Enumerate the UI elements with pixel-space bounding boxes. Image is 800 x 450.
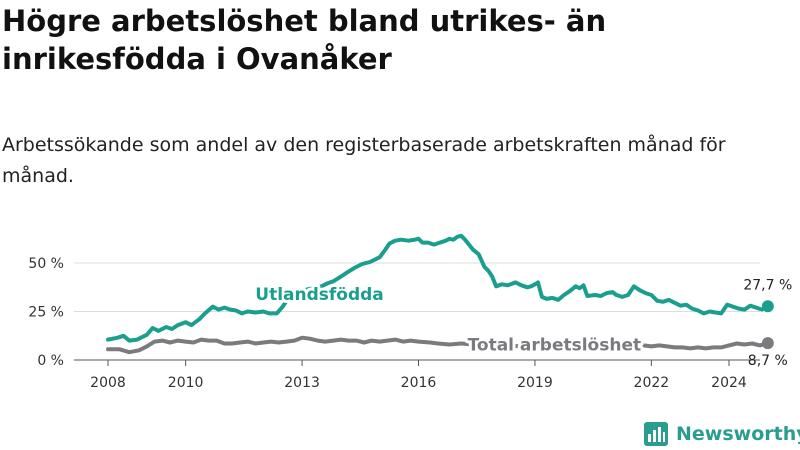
x-axis: 2008 2010 2013 2016 2019 2022 2024 [74,359,760,391]
series-end-point [761,337,774,350]
series-line-total-arbetsl-shet [106,335,770,355]
page-subtitle: Arbetssökande som andel av den registerb… [2,134,726,187]
series-end-label: 8,7 % [748,353,788,369]
brand-name: Newsworthy [676,423,800,445]
series-layer [106,233,774,355]
x-tick-label: 2008 [90,375,126,391]
y-tick-label: 25 % [28,305,64,321]
x-tick-label: 2013 [284,375,320,391]
series-end-label: 27,7 % [743,277,792,293]
series-label: Total arbetslöshet [468,336,642,356]
series-labels: 27,7 % 8,7 % Utlandsfödda Total arbetslöshe… [252,277,792,369]
y-tick-label: 50 % [28,256,64,272]
x-tick-label: 2024 [711,375,747,391]
grid-lines [74,262,760,312]
series-end-point [761,300,774,313]
x-tick-label: 2010 [168,375,204,391]
page-title: Högre arbetslöshet bland utrikes- än inr… [2,4,607,76]
bar-chart-icon [644,422,668,446]
x-tick-label: 2019 [517,375,553,391]
x-tick-label: 2016 [401,375,437,391]
y-axis: 0 % 25 % 50 % [28,256,64,369]
x-tick-label: 2022 [634,375,670,391]
y-tick-label: 0 % [37,353,64,369]
series-label: Utlandsfödda [255,285,384,305]
brand-logo: Newsworthy [644,419,800,449]
series-line-utlandsf-dda [106,233,770,343]
